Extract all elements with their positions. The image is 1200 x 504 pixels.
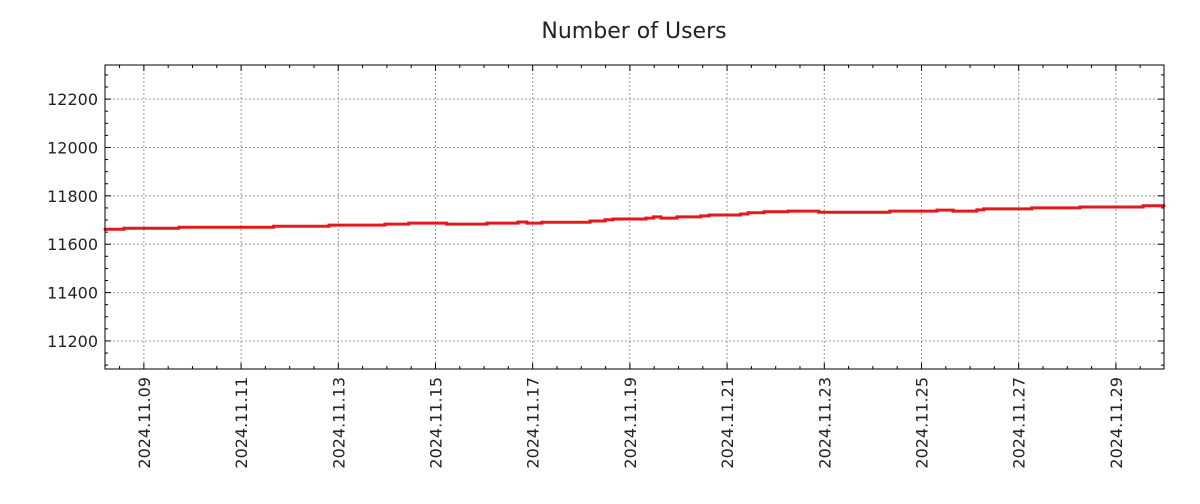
y-tick-label: 11600 — [47, 235, 98, 254]
data-point — [540, 220, 544, 224]
x-tick-label: 2024.11.19 — [621, 377, 640, 469]
grid — [105, 65, 1164, 369]
data-point — [644, 216, 648, 220]
data-point — [786, 209, 790, 213]
x-tick-label: 2024.11.15 — [426, 377, 445, 469]
ticks: 11200 11400 11600 11800 12000 12200 2024.11.09… — [47, 65, 1164, 469]
data-point — [383, 222, 387, 226]
chart-title: Number of Users — [541, 19, 726, 44]
x-tick-label: 2024.11.13 — [329, 377, 348, 469]
data-point — [445, 222, 449, 226]
y-tick-label: 12200 — [47, 90, 98, 109]
y-tick-label: 11400 — [47, 284, 98, 303]
plot-frame — [104, 64, 1165, 370]
data-point — [652, 215, 656, 219]
data-point — [1030, 206, 1034, 210]
x-tick-label: 2024.11.23 — [815, 377, 834, 469]
data-point — [611, 217, 615, 221]
data-point — [1078, 205, 1082, 209]
data-point — [122, 226, 126, 230]
data-point — [327, 223, 331, 227]
x-tick-label: 2024.11.17 — [524, 377, 543, 469]
data-point — [675, 215, 679, 219]
data-point — [603, 218, 607, 222]
data-point — [707, 213, 711, 217]
data-point — [762, 210, 766, 214]
data-point — [699, 214, 703, 218]
y-tick-label: 12000 — [47, 138, 98, 157]
data-point — [739, 212, 743, 216]
x-tick-label: 2024.11.25 — [912, 377, 931, 469]
x-tick-label: 2024.11.09 — [135, 377, 154, 469]
data-point — [935, 208, 939, 212]
data-point — [817, 210, 821, 214]
data-point — [975, 208, 979, 212]
data-point — [525, 221, 529, 225]
y-tick-label: 11200 — [47, 332, 98, 351]
data-point — [407, 221, 411, 225]
data-point — [272, 224, 276, 228]
data-point — [746, 211, 750, 215]
data-point — [659, 216, 663, 220]
y-tick-label: 11800 — [47, 187, 98, 206]
data-point — [982, 207, 986, 211]
data-point — [485, 221, 489, 225]
series — [103, 204, 1166, 231]
series-line — [105, 204, 1164, 231]
x-tick-label: 2024.11.11 — [232, 377, 251, 469]
x-tick-label: 2024.11.29 — [1107, 377, 1126, 469]
x-tick-label: 2024.11.21 — [718, 377, 737, 469]
x-tick-label: 2024.11.27 — [1010, 377, 1029, 469]
data-point — [888, 209, 892, 213]
data-point — [516, 220, 520, 224]
data-point — [177, 225, 181, 229]
data-point — [588, 219, 592, 223]
data-point — [1141, 204, 1145, 208]
data-point — [951, 209, 955, 213]
